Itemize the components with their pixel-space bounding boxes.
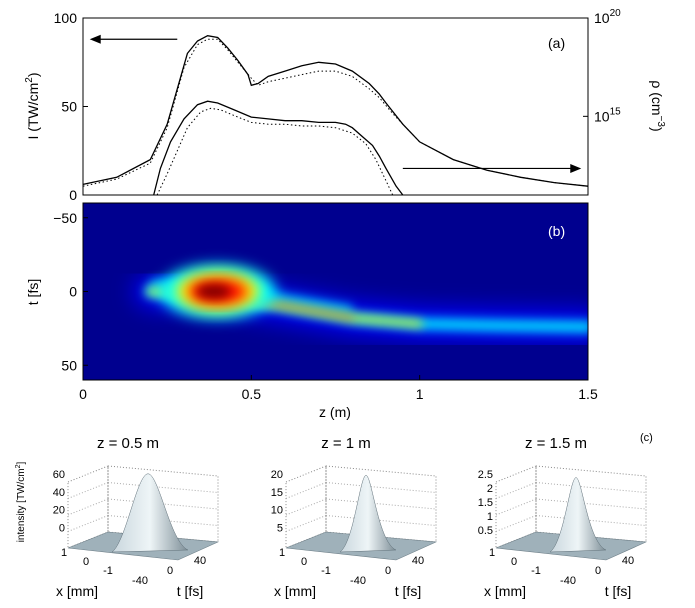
series-intensity-dotted	[82, 38, 589, 187]
panel-b-label: (b)	[548, 223, 565, 239]
surface-t-tick-label: -40	[132, 575, 148, 587]
heatmap-hotspot-core	[196, 284, 231, 299]
surface-grid-line	[495, 482, 537, 499]
surface-x-axis-label: x [mm]	[484, 583, 526, 599]
panel-b-x-tick-label: 1	[416, 386, 424, 402]
surface-grid-line	[325, 515, 437, 526]
surface-x-tick-label: 1	[489, 547, 495, 559]
surface-x-axis-label: x [mm]	[56, 583, 98, 599]
surface-plot-3: z = 1.5 m 2.5 2 1.5 1 0.5 1 0 -1 x [mm] -40 0 40 t [f…	[478, 435, 648, 599]
panel-a-y2-tick-label: 1015	[594, 106, 621, 124]
surface-grid-line	[67, 482, 109, 499]
panel-b-y-tick-label: −50	[53, 210, 77, 226]
surface-t-axis-label: t [fs]	[177, 583, 203, 599]
surface-grid-line	[325, 498, 437, 510]
surface-x-tick-label: 1	[61, 547, 67, 559]
surface-x-axis-label: x [mm]	[274, 583, 316, 599]
panel-c-label: (c)	[640, 432, 653, 444]
panel-a-y2-label: ρ (cm−3)	[649, 80, 666, 131]
surface-grid-line	[67, 515, 109, 532]
panel-a-y2-tick-label: 1020	[594, 8, 621, 26]
surface-back-wall	[67, 465, 109, 549]
surface-z-tick-label: 20	[271, 469, 283, 481]
surface-grid-line	[107, 482, 219, 493]
panel-a-y-tick-label: 100	[54, 10, 78, 26]
panel-b-x-label: z (m)	[319, 404, 351, 420]
surface-peak	[111, 473, 189, 553]
surface-grid-line	[107, 515, 219, 526]
surface-plot-1: z = 0.5 m 60 40 20 0 1 0 -1 x [mm] -40 0 40 t [fs]	[53, 435, 220, 599]
panel-a-y-tick-label: 50	[61, 99, 77, 115]
surface-title: z = 1.5 m	[525, 435, 587, 452]
surface-z-tick-label: 2.5	[478, 469, 493, 481]
surface-back-wall	[495, 465, 537, 549]
surface-grid-line	[535, 482, 647, 493]
surface-t-tick-label: -40	[560, 575, 576, 587]
arrow-right-axis-head	[570, 163, 582, 173]
surface-x-tick-label: -1	[321, 565, 331, 577]
surface-x-tick-label: 0	[511, 556, 517, 568]
surface-grid-line	[325, 482, 437, 493]
surface-grid-line	[285, 498, 327, 516]
surface-z-tick-label: 15	[271, 487, 283, 499]
surface-back-wall	[285, 465, 327, 549]
surface-z-tick-label: 60	[53, 469, 65, 481]
surface-grid-line	[535, 515, 647, 526]
surface-x-tick-label: -1	[531, 565, 541, 577]
surface-x-tick-label: 0	[83, 556, 89, 568]
surface-t-tick-label: 40	[622, 555, 634, 567]
panel-b-y-label: t [fs]	[25, 279, 41, 305]
surface-t-tick-label: 0	[385, 565, 391, 577]
surface-t-tick-label: 40	[412, 555, 424, 567]
series-intensity-solid	[82, 35, 589, 187]
panel-c-z-label: intensity [TW/cm2]	[15, 461, 27, 542]
surface-title: z = 0.5 m	[97, 435, 159, 452]
surface-z-tick-label: 0	[59, 523, 65, 535]
surface-t-tick-label: 0	[167, 565, 173, 577]
surface-title: z = 1 m	[321, 435, 371, 452]
panel-b-y-tick-label: 50	[61, 357, 77, 373]
arrow-left-axis-head	[89, 34, 101, 44]
surface-peak	[549, 477, 607, 553]
surface-peak	[339, 475, 397, 553]
surface-grid-line	[535, 498, 647, 510]
surface-x-tick-label: 0	[301, 556, 307, 568]
surface-grid-line	[107, 498, 219, 510]
panel-b-x-tick-label: 0.5	[242, 386, 262, 402]
surface-grid-line	[285, 482, 327, 499]
series-density-solid	[153, 100, 404, 196]
panel-a-y-label: I (TW/cm2)	[24, 73, 41, 140]
surface-t-axis-label: t [fs]	[395, 583, 421, 599]
surface-t-axis-label: t [fs]	[605, 583, 631, 599]
surface-grid-line	[495, 515, 537, 532]
panel-c-surfaces: (c) intensity [TW/cm2] z = 0.5 m60402001…	[15, 432, 653, 599]
surface-z-tick-label: 2	[487, 483, 493, 495]
surface-z-tick-label: 1	[487, 511, 493, 523]
surface-z-tick-label: 10	[271, 505, 283, 517]
surface-x-tick-label: -1	[103, 565, 113, 577]
surface-z-tick-label: 40	[53, 487, 65, 499]
panel-b-x-tick-label: 0	[79, 386, 87, 402]
surface-grid-line	[285, 515, 327, 532]
surface-t-tick-label: -40	[350, 575, 366, 587]
surface-grid-line	[495, 498, 537, 516]
surface-z-tick-label: 5	[277, 523, 283, 535]
surface-x-tick-label: 1	[279, 547, 285, 559]
surface-grid-line	[67, 498, 109, 516]
surface-t-tick-label: 0	[595, 565, 601, 577]
surface-z-tick-label: 0.5	[478, 525, 493, 537]
panel-a-label: (a)	[548, 35, 565, 51]
surface-t-tick-label: 40	[194, 555, 206, 567]
panel-a-intensity-density: 0 50 100 1020 1015 (a) I (TW/cm2) ρ (cm−3)	[24, 8, 666, 203]
panel-a-y-tick-label: 0	[69, 187, 77, 203]
series-density-dotted	[156, 107, 394, 196]
surface-z-tick-label: 20	[53, 505, 65, 517]
panel-b-y-tick-label: 0	[69, 284, 77, 300]
surface-z-tick-label: 1.5	[478, 497, 493, 509]
panel-b-x-tick-label: 1.5	[578, 386, 598, 402]
